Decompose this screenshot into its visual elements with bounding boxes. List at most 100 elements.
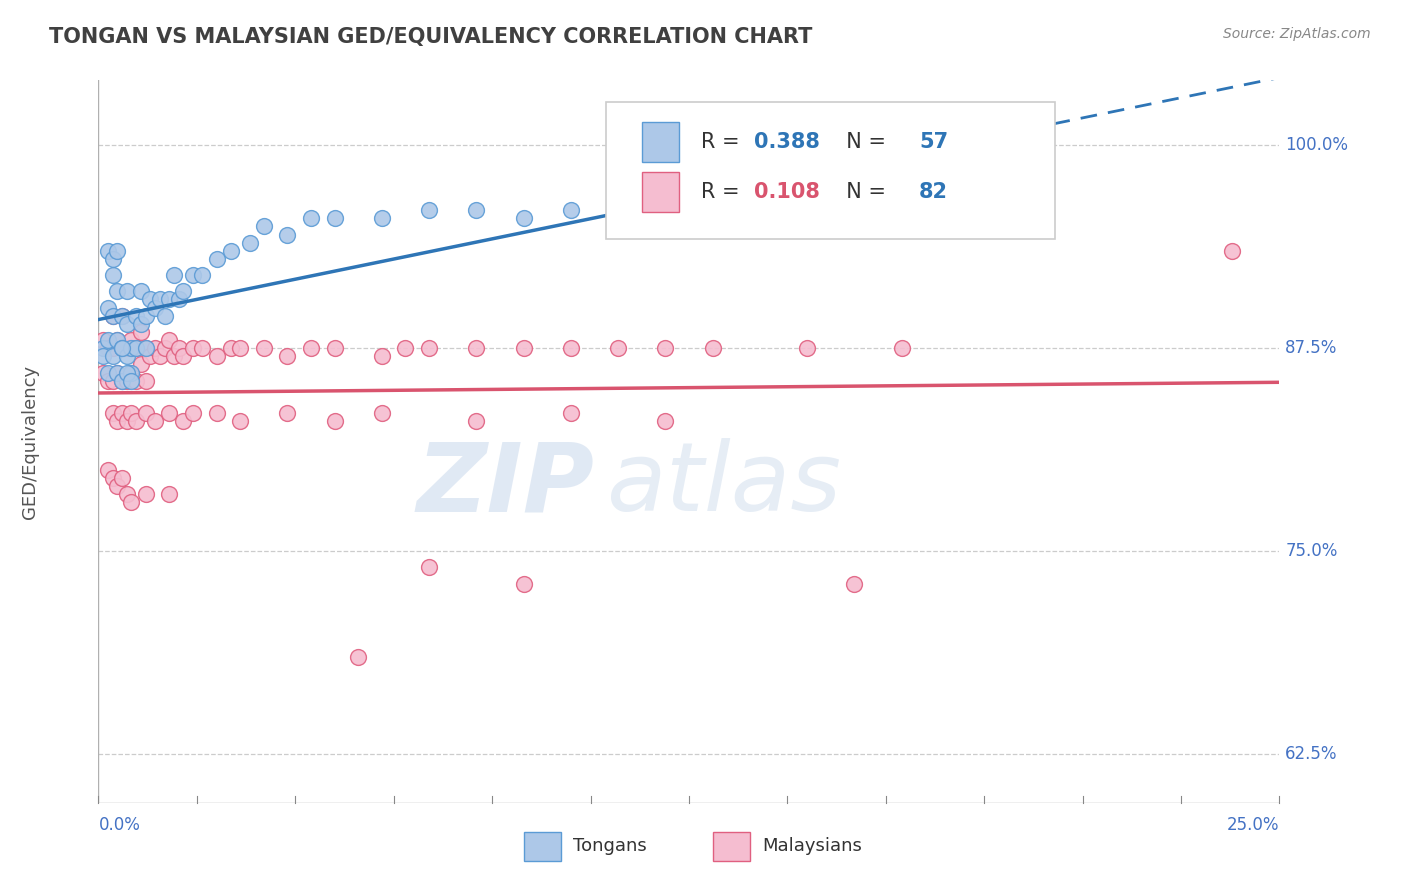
- Text: 87.5%: 87.5%: [1285, 339, 1337, 357]
- Point: [172, 349, 194, 363]
- Point: [560, 341, 582, 355]
- Point: [135, 487, 157, 501]
- Point: [129, 317, 152, 331]
- Point: [121, 406, 143, 420]
- Point: [125, 414, 148, 428]
- Point: [121, 341, 143, 355]
- Text: 75.0%: 75.0%: [1285, 542, 1337, 560]
- Point: [890, 341, 912, 355]
- Text: 100.0%: 100.0%: [1285, 136, 1348, 154]
- Point: [125, 341, 148, 355]
- Point: [512, 341, 534, 355]
- Text: 82: 82: [920, 182, 948, 202]
- Point: [299, 211, 322, 226]
- Point: [323, 211, 346, 226]
- Point: [115, 317, 138, 331]
- Point: [111, 309, 134, 323]
- Text: ZIP: ZIP: [416, 438, 595, 532]
- Point: [654, 414, 676, 428]
- Text: 25.0%: 25.0%: [1227, 816, 1279, 834]
- FancyBboxPatch shape: [713, 831, 751, 861]
- Point: [1220, 244, 1243, 258]
- Point: [607, 341, 630, 355]
- Point: [153, 309, 176, 323]
- Point: [299, 341, 322, 355]
- Point: [465, 341, 488, 355]
- FancyBboxPatch shape: [606, 102, 1054, 239]
- Point: [172, 414, 194, 428]
- Text: R =: R =: [700, 132, 747, 152]
- Point: [418, 341, 440, 355]
- Point: [111, 341, 134, 355]
- Point: [115, 487, 138, 501]
- Point: [101, 252, 124, 266]
- Point: [125, 374, 148, 388]
- Point: [105, 244, 128, 258]
- Point: [97, 463, 120, 477]
- Point: [181, 341, 204, 355]
- Point: [105, 285, 128, 299]
- Point: [111, 341, 134, 355]
- Point: [205, 349, 228, 363]
- Point: [125, 341, 148, 355]
- Text: 57: 57: [920, 132, 949, 152]
- Point: [219, 244, 242, 258]
- FancyBboxPatch shape: [641, 172, 679, 212]
- Text: 0.388: 0.388: [754, 132, 820, 152]
- Point: [101, 406, 124, 420]
- Point: [115, 374, 138, 388]
- Point: [105, 333, 128, 347]
- Point: [115, 349, 138, 363]
- Point: [323, 414, 346, 428]
- Point: [253, 341, 276, 355]
- Text: Source: ZipAtlas.com: Source: ZipAtlas.com: [1223, 27, 1371, 41]
- Point: [101, 268, 124, 282]
- Point: [135, 341, 157, 355]
- Text: atlas: atlas: [606, 438, 841, 532]
- Text: N =: N =: [832, 182, 893, 202]
- Text: Malaysians: Malaysians: [762, 838, 862, 855]
- Point: [115, 285, 138, 299]
- Point: [121, 366, 143, 380]
- Point: [115, 366, 138, 380]
- Point: [97, 366, 120, 380]
- Point: [394, 341, 416, 355]
- Point: [323, 341, 346, 355]
- Point: [512, 576, 534, 591]
- Point: [105, 414, 128, 428]
- Point: [101, 341, 124, 355]
- Text: 0.0%: 0.0%: [98, 816, 141, 834]
- Text: R =: R =: [700, 182, 747, 202]
- Point: [139, 349, 162, 363]
- Point: [105, 366, 128, 380]
- Point: [702, 341, 724, 355]
- Point: [135, 406, 157, 420]
- Point: [129, 285, 152, 299]
- Point: [111, 309, 134, 323]
- Point: [121, 374, 143, 388]
- Point: [111, 374, 134, 388]
- Point: [143, 341, 166, 355]
- Point: [105, 366, 128, 380]
- Point: [91, 341, 114, 355]
- Point: [149, 293, 172, 307]
- Point: [371, 211, 394, 226]
- Point: [191, 268, 214, 282]
- Point: [229, 414, 252, 428]
- Point: [157, 333, 180, 347]
- Point: [115, 414, 138, 428]
- Point: [149, 349, 172, 363]
- Point: [276, 406, 298, 420]
- Point: [111, 341, 134, 355]
- Point: [276, 349, 298, 363]
- Point: [205, 252, 228, 266]
- Point: [105, 479, 128, 493]
- Point: [465, 414, 488, 428]
- Point: [984, 178, 1007, 193]
- Point: [844, 576, 866, 591]
- Point: [418, 203, 440, 218]
- Point: [101, 374, 124, 388]
- Point: [465, 203, 488, 218]
- Point: [560, 406, 582, 420]
- FancyBboxPatch shape: [523, 831, 561, 861]
